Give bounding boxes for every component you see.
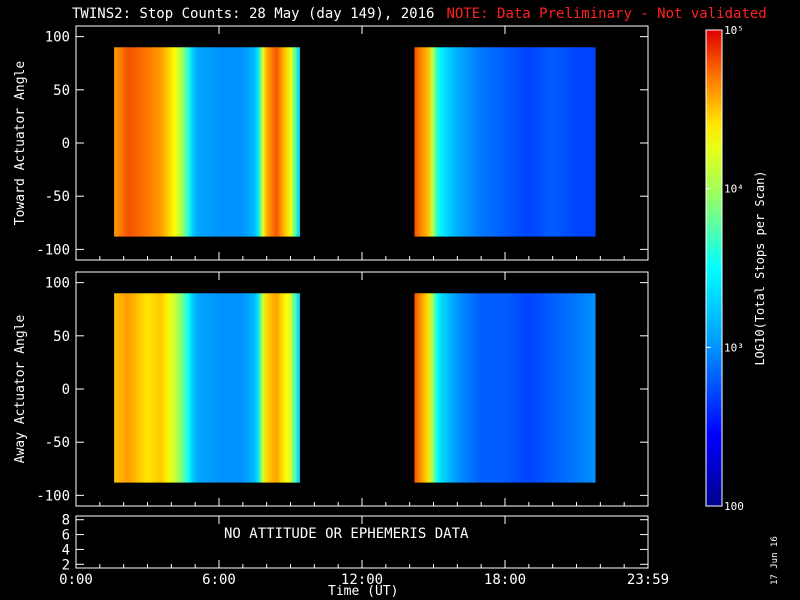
colorbar-scale xyxy=(705,29,723,507)
date-stamp: 17 Jun 16 xyxy=(770,536,780,585)
y-tick-label: -50 xyxy=(45,435,70,451)
data-block-middle-0 xyxy=(114,293,301,483)
y-tick-label: 4 xyxy=(62,542,70,558)
panel-top: -100 -50 0 50 100 Toward Actuator Angle xyxy=(13,25,649,261)
y-tick-label: -50 xyxy=(45,189,70,205)
y-tick-label: 0 xyxy=(62,136,70,152)
panel-middle: -100 -50 0 50 100 Away Actuator Angle xyxy=(13,271,649,507)
y-tick-label: 50 xyxy=(53,329,70,345)
data-block-middle-1 xyxy=(414,293,596,483)
title-main: TWINS2: Stop Counts: 28 May (day 149), 2… xyxy=(72,6,435,22)
colorbar-tick-label: 100 xyxy=(724,500,744,513)
x-tick-label: 6:00 xyxy=(202,572,236,588)
y-tick-label: 6 xyxy=(62,528,70,544)
data-block-top-1 xyxy=(414,47,596,237)
no-data-message: NO ATTITUDE OR EPHEMERIS DATA xyxy=(224,526,469,542)
y-tick-label: -100 xyxy=(36,488,70,504)
x-tick-label: 0:00 xyxy=(59,572,93,588)
y-tick-label: -100 xyxy=(36,242,70,258)
x-tick-label: 18:00 xyxy=(484,572,526,588)
colorbar: 100 10³ 10⁴ 10⁵ LOG10(Total Stops per Scan) xyxy=(705,24,767,513)
y-axis-label: Away Actuator Angle xyxy=(13,314,28,463)
x-tick-label: 23:59 xyxy=(627,572,669,588)
y-tick-label: 100 xyxy=(45,276,70,292)
colorbar-tick-label: 10⁵ xyxy=(724,24,744,37)
x-axis-label: Time (UT) xyxy=(328,584,399,599)
chart-title: TWINS2: Stop Counts: 28 May (day 149), 2… xyxy=(72,6,767,22)
x-tick-label: 12:00 xyxy=(341,572,383,588)
y-axis-label: Toward Actuator Angle xyxy=(13,61,28,226)
data-block-top-0 xyxy=(114,47,301,237)
title-note: NOTE: Data Preliminary - Not validated xyxy=(446,6,767,22)
y-tick-label: 50 xyxy=(53,83,70,99)
y-tick-label: 2 xyxy=(62,557,70,573)
y-tick-label: 0 xyxy=(62,382,70,398)
y-tick-label: 100 xyxy=(45,30,70,46)
colorbar-tick-label: 10³ xyxy=(724,341,744,354)
y-tick-label: 8 xyxy=(62,513,70,529)
colorbar-label: LOG10(Total Stops per Scan) xyxy=(753,170,767,365)
colorbar-tick-label: 10⁴ xyxy=(724,183,744,196)
